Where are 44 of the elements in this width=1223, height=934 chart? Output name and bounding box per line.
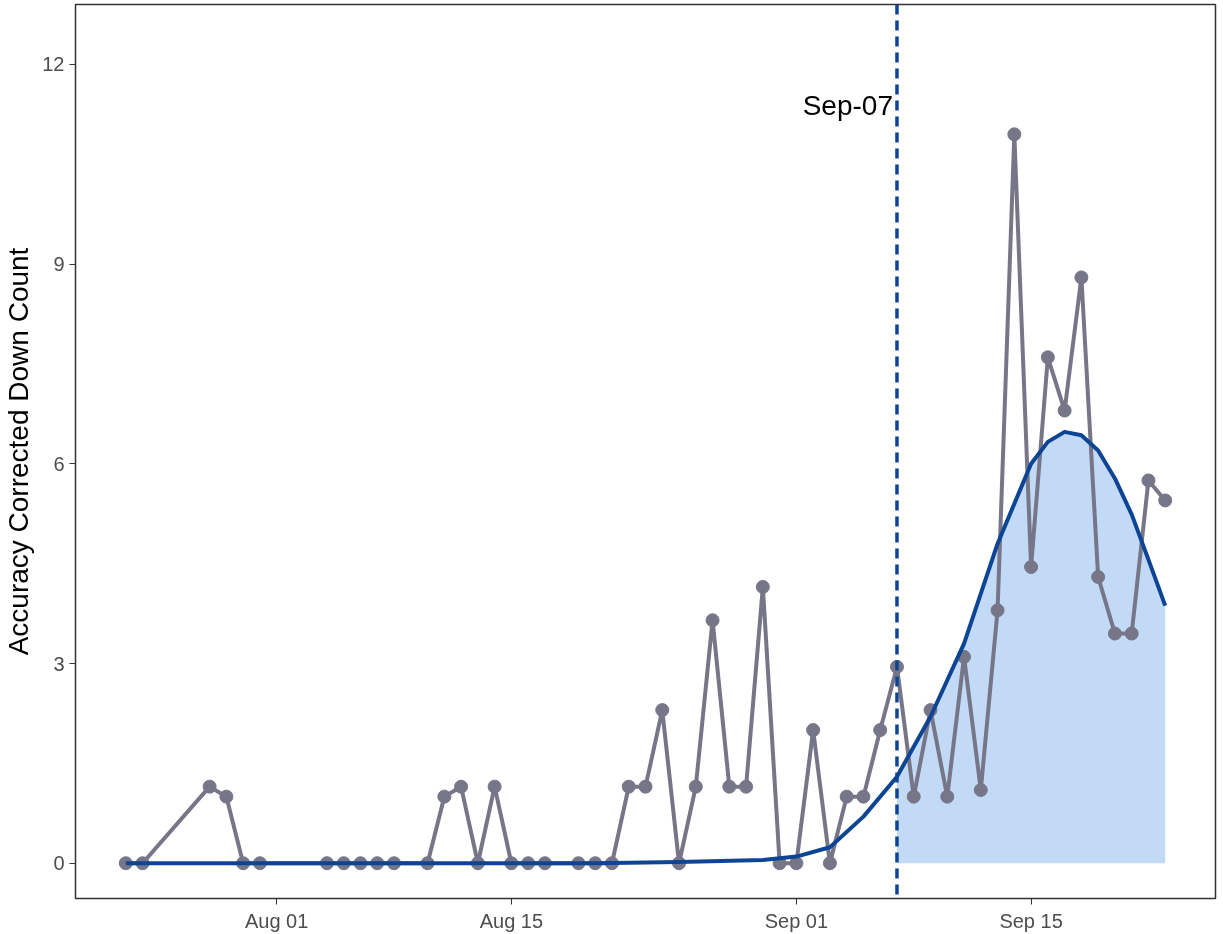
point: [755, 579, 770, 594]
y-axis-title: Accuracy Corrected Down Count: [3, 247, 35, 656]
point: [1091, 569, 1106, 584]
point: [655, 703, 670, 718]
point: [856, 789, 871, 804]
point: [1040, 350, 1055, 365]
point: [1158, 493, 1173, 508]
y-tick-label: 9: [53, 253, 65, 276]
point: [839, 789, 854, 804]
point: [789, 856, 804, 871]
point: [1024, 560, 1039, 574]
point: [973, 783, 988, 797]
y-tick-label: 3: [53, 652, 65, 675]
point: [219, 789, 234, 804]
point: [705, 613, 720, 628]
point: [1141, 473, 1156, 488]
point: [739, 779, 754, 794]
x-tick-label: Sep 01: [764, 909, 829, 932]
point: [806, 723, 821, 738]
x-tick-label: Aug 15: [479, 909, 544, 932]
ref-line-label: Sep-07: [802, 89, 893, 121]
point: [487, 779, 502, 794]
point: [1057, 403, 1072, 418]
point: [906, 789, 921, 804]
point: [940, 789, 955, 804]
point: [454, 779, 469, 794]
point: [437, 789, 452, 804]
point: [621, 779, 636, 794]
point: [722, 779, 737, 794]
x-tick-label: Sep 15: [999, 909, 1063, 932]
point: [990, 603, 1005, 618]
point: [688, 779, 703, 794]
y-tick-label: 12: [42, 53, 65, 76]
y-tick-label: 6: [53, 452, 65, 475]
point: [822, 856, 837, 871]
point: [873, 723, 888, 738]
point: [202, 779, 217, 794]
point: [1074, 270, 1089, 285]
x-tick-label: Aug 01: [244, 909, 309, 932]
point: [1007, 127, 1022, 142]
point: [638, 779, 653, 794]
point: [1107, 626, 1122, 641]
point: [1124, 626, 1139, 641]
y-tick-label: 0: [53, 852, 65, 875]
